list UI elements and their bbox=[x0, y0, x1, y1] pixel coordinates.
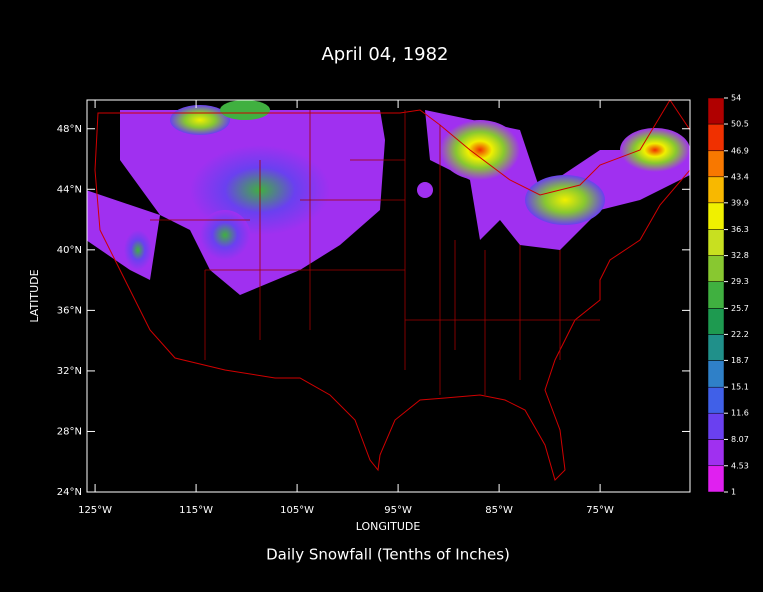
colorbar-label: 32.8 bbox=[731, 251, 749, 260]
y-tick-label: 44°N bbox=[57, 184, 82, 195]
colorbar-box bbox=[707, 97, 725, 125]
colorbar-label: 15.1 bbox=[731, 383, 749, 392]
map-subtitle: Daily Snowfall (Tenths of Inches) bbox=[266, 546, 510, 564]
y-tick-label: 24°N bbox=[57, 487, 82, 498]
colorbar-label: 18.7 bbox=[731, 356, 749, 365]
x-axis-label: LONGITUDE bbox=[356, 520, 421, 533]
colorbar-label: 50.5 bbox=[731, 120, 749, 129]
colorbar-label: 36.3 bbox=[731, 225, 749, 234]
y-tick-label: 40°N bbox=[57, 245, 82, 256]
snowfall-field bbox=[87, 100, 690, 295]
state-lines bbox=[150, 110, 600, 395]
x-tick-label: 115°W bbox=[179, 505, 213, 516]
colorbar-label: 8.07 bbox=[731, 435, 749, 444]
colorbar-box bbox=[707, 176, 725, 204]
colorbar-label: 54 bbox=[731, 94, 741, 103]
colorbar-label: 39.9 bbox=[731, 198, 749, 207]
y-tick-label: 36°N bbox=[57, 305, 82, 316]
colorbar-box bbox=[707, 360, 725, 388]
colorbar-box bbox=[707, 334, 725, 361]
y-tick-label: 48°N bbox=[57, 124, 82, 135]
colorbar-box bbox=[707, 255, 725, 282]
x-tick-label: 105°W bbox=[280, 505, 314, 516]
colorbar-box bbox=[707, 465, 725, 493]
colorbar-label: 25.7 bbox=[731, 304, 749, 313]
x-tick-label: 75°W bbox=[586, 505, 614, 516]
colorbar-label: 4.53 bbox=[731, 461, 749, 470]
colorbar-box bbox=[707, 229, 725, 256]
y-axis-label: LATITUDE bbox=[28, 269, 41, 322]
colorbar-label: 11.6 bbox=[731, 409, 749, 418]
x-tick-label: 125°W bbox=[78, 505, 112, 516]
y-tick-label: 32°N bbox=[57, 366, 82, 377]
colorbar-label: 1 bbox=[731, 488, 736, 497]
colorbar-label: 46.9 bbox=[731, 146, 749, 155]
colorbar-box bbox=[707, 439, 725, 467]
colorbar-box bbox=[707, 150, 725, 178]
x-tick-label: 95°W bbox=[384, 505, 412, 516]
map-frame bbox=[86, 99, 691, 493]
colorbar-box bbox=[707, 412, 725, 440]
colorbar-label: 29.3 bbox=[731, 277, 749, 286]
x-tick-label: 85°W bbox=[485, 505, 513, 516]
colorbar-box bbox=[707, 308, 725, 335]
colorbar-label: 43.4 bbox=[731, 172, 749, 181]
colorbar-box bbox=[707, 202, 725, 230]
colorbar-box bbox=[707, 386, 725, 414]
colorbar-label: 22.2 bbox=[731, 330, 749, 339]
y-tick-label: 28°N bbox=[57, 426, 82, 437]
colorbar-box bbox=[707, 281, 725, 309]
colorbar-box bbox=[707, 123, 725, 152]
map-title: April 04, 1982 bbox=[321, 44, 448, 65]
us-outline bbox=[94, 99, 691, 481]
